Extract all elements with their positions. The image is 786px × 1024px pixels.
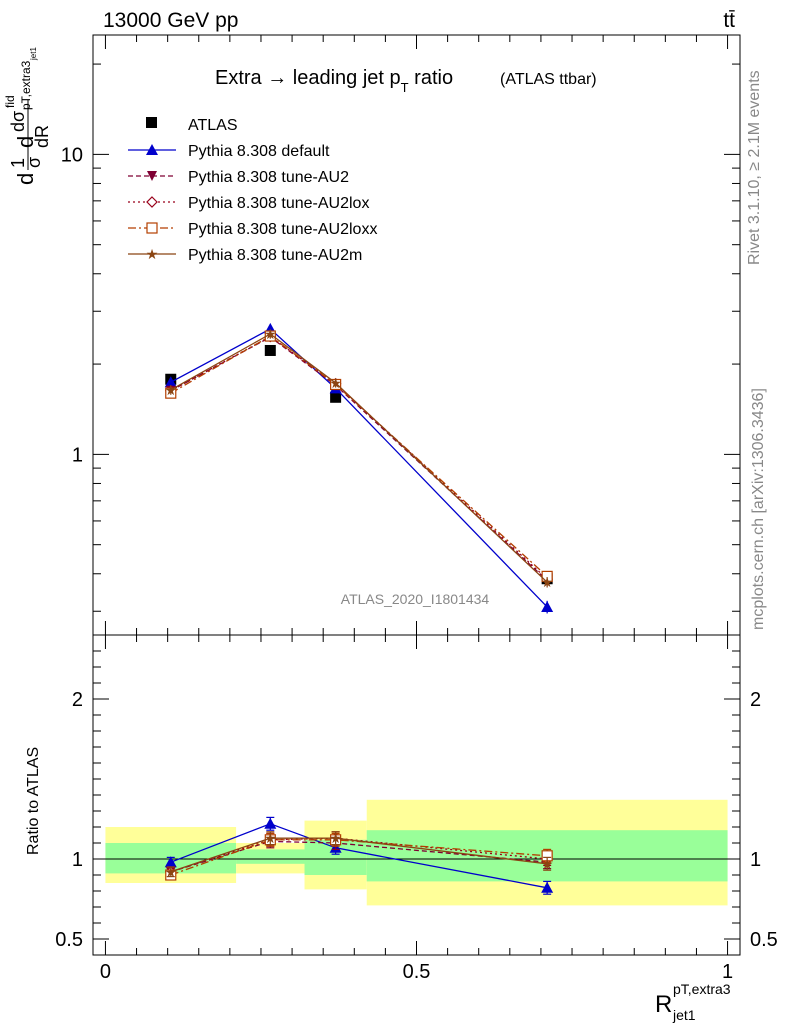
legend-marker-au2lox [146, 196, 158, 208]
ratio-y-tick-label-right: 0.5 [750, 929, 778, 951]
ylabel-d1: d [13, 173, 38, 185]
ratio-series-line [170, 840, 548, 873]
legend-marker-atlas [146, 117, 157, 128]
mc-series-line [170, 335, 548, 580]
x-tick-label: 0 [100, 961, 111, 983]
x-axis-label: R pT,extra3 jet1 [655, 981, 731, 1023]
header-left: 13000 GeV pp [103, 9, 238, 32]
ylabel-sigma: dσ [8, 111, 28, 132]
x-tick-label: 1 [722, 961, 733, 983]
ratio-data-point [541, 881, 554, 893]
atlas-data-point [264, 344, 276, 356]
ratio-panel: 0 0.5 1 0.5 0.5 1 1 2 2 ★ ★ ★ ★ [55, 634, 778, 983]
legend-label-au2m: Pythia 8.308 tune-AU2m [188, 247, 362, 264]
ratio-y-tick-label: 0.5 [55, 929, 83, 951]
ratio-series-line [170, 839, 548, 876]
mc-data-point [541, 600, 554, 612]
svg-text:Extra → leading jet pT ratio: Extra → leading jet pT ratio [215, 67, 453, 95]
ratio-data-point: ★ [329, 831, 342, 847]
legend-marker-au2 [147, 171, 157, 181]
xlabel-base: R [655, 991, 672, 1018]
header-right: tt̄ [723, 9, 735, 32]
ylabel-dR: dR [32, 125, 52, 148]
mc-data-point [164, 376, 177, 388]
legend: ATLAS Pythia 8.308 default Pythia 8.308 … [128, 117, 377, 264]
xlabel-sup: pT,extra3 [673, 981, 731, 997]
mc-data-point: ★ [541, 575, 554, 591]
atlas-data-point [330, 391, 342, 403]
ratio-data-point [164, 856, 177, 868]
ylabel-sup: fid [3, 95, 17, 108]
legend-label-au2lox: Pythia 8.308 tune-AU2lox [188, 195, 369, 212]
mc-series-line [170, 333, 548, 583]
ratio-series-line [170, 837, 548, 873]
legend-label-atlas: ATLAS [188, 117, 238, 134]
analysis-tag: ATLAS_2020_I1801434 [341, 591, 490, 607]
ratio-y-axis-label: Ratio to ATLAS [25, 747, 42, 855]
ylabel-subsub: jet1 [29, 47, 38, 61]
ratio-series-line [170, 823, 548, 889]
ratio-band-inner [236, 849, 305, 864]
xlabel-sub: jet1 [672, 1007, 696, 1023]
ratio-y-tick-label-right: 2 [750, 689, 761, 711]
ratio-data-point: ★ [264, 831, 277, 847]
mc-data-point: ★ [164, 383, 177, 399]
ratio-series-line [170, 837, 548, 873]
title-tail: ratio [409, 67, 453, 89]
legend-marker-au2loxx [146, 222, 158, 234]
rivet-version-label: Rivet 3.1.10, ≥ 2.1M events [746, 70, 763, 265]
legend-marker-au2m: ★ [146, 247, 159, 263]
mc-series-line [170, 335, 548, 577]
x-tick-label: 0.5 [403, 961, 431, 983]
mc-series-line [170, 336, 548, 581]
ratio-data-point: ★ [164, 865, 177, 881]
legend-marker-default [146, 144, 158, 155]
title-main: Extra → leading jet p [215, 67, 401, 89]
ratio-data-point: ★ [541, 857, 554, 873]
mc-data-point: ★ [264, 327, 277, 343]
legend-label-au2: Pythia 8.308 tune-AU2 [188, 169, 349, 186]
mc-data-point: ★ [329, 376, 342, 392]
ratio-frame [92, 634, 741, 956]
ratio-y-tick-label-right: 1 [750, 849, 761, 871]
ylabel-d2: d [13, 136, 38, 148]
mc-series-line [170, 328, 548, 608]
ylabel-frac-top: 1 [8, 158, 28, 168]
ratio-y-tick-label: 1 [72, 849, 83, 871]
title-note: (ATLAS ttbar) [500, 71, 597, 88]
title-sub: T [401, 80, 409, 95]
ylabel-frac-bot: σ [24, 157, 44, 168]
y-tick-label: 10 [61, 144, 83, 166]
ylabel-sub: pT,extra3 [19, 60, 33, 110]
legend-label-au2loxx: Pythia 8.308 tune-AU2loxx [188, 221, 377, 238]
main-panel: 1 10 ★ ★ ★ ★ [61, 34, 741, 955]
mcplots-label: mcplots.cern.ch [arXiv:1306.3436] [750, 388, 767, 630]
ratio-data-point [264, 817, 277, 829]
legend-label-default: Pythia 8.308 default [188, 143, 330, 160]
y-tick-label: 1 [72, 444, 83, 466]
main-y-axis-label: d 1 σ d dσ fid pT,extra3 jet1 dR [3, 47, 52, 185]
plot-title: Extra → leading jet pT ratio (ATLAS ttba… [215, 67, 597, 95]
ratio-y-tick-label: 2 [72, 689, 83, 711]
